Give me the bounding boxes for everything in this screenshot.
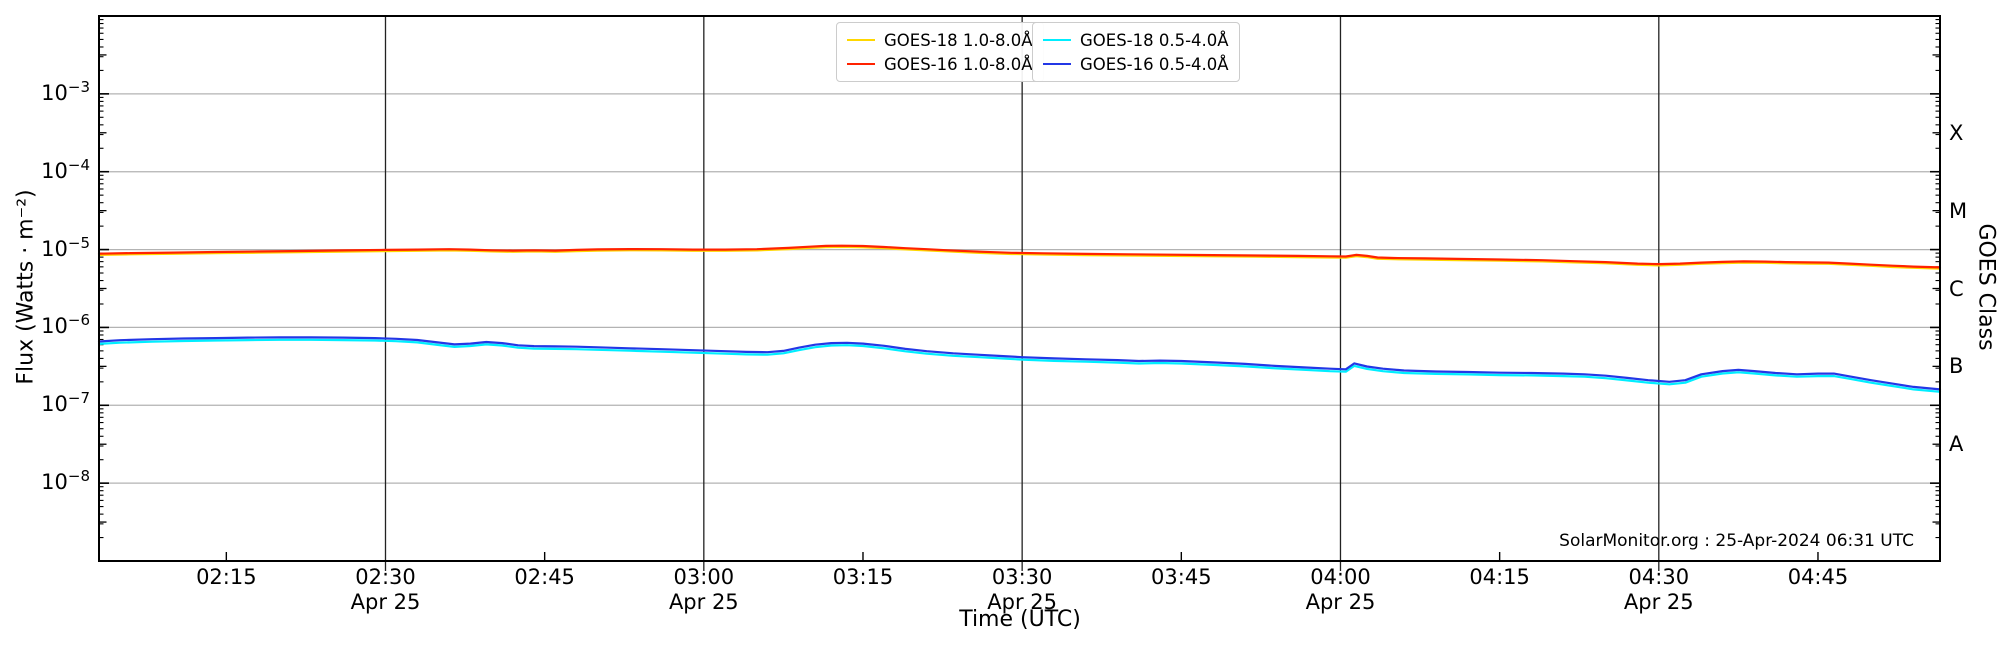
y-tick-label: 10−7	[41, 389, 90, 417]
legend-item: GOES-16 0.5-4.0Å	[1043, 52, 1229, 76]
legend-line-swatch	[1043, 39, 1071, 41]
x-date-label: Apr 25	[1305, 590, 1376, 614]
legend-line-swatch	[1043, 63, 1071, 65]
x-tick-label: 03:00	[673, 565, 735, 589]
series-line-goes18-short	[97, 338, 1942, 393]
legend-label: GOES-16 1.0-8.0Å	[884, 54, 1033, 74]
legend-line-swatch	[847, 39, 875, 41]
legend-box-2: GOES-18 0.5-4.0Å GOES-16 0.5-4.0Å	[1032, 22, 1240, 82]
x-date-label: Apr 25	[350, 590, 421, 614]
x-tick-label: 03:45	[1151, 565, 1212, 589]
x-tick-label: 02:30	[355, 565, 416, 589]
y-tick-label: 10−6	[41, 311, 90, 339]
legend-label: GOES-18 0.5-4.0Å	[1080, 30, 1229, 50]
goes-class-label-a: A	[1949, 432, 1964, 457]
x-tick-label: 02:15	[196, 565, 257, 589]
x-tick-label: 03:15	[832, 565, 894, 589]
x-axis-title: Time (UTC)	[959, 607, 1081, 632]
y-tick-label: 10−3	[41, 77, 90, 105]
legend-line-swatch	[847, 63, 875, 65]
series-line-goes16-short	[97, 336, 1942, 391]
series-line-goes18-long	[97, 245, 1942, 270]
x-tick-label: 03:30	[991, 565, 1053, 589]
y-axis-title: Flux (Watts · m⁻²)	[13, 189, 39, 385]
y-tick-label: 10−4	[41, 155, 90, 183]
plot-border	[98, 15, 1941, 562]
legend-label: GOES-16 0.5-4.0Å	[1080, 54, 1229, 74]
legend-item: GOES-18 0.5-4.0Å	[1043, 28, 1229, 52]
goes-class-label-m: M	[1949, 198, 1968, 223]
right-axis-title: GOES Class	[1973, 223, 1999, 351]
legend-box-1: GOES-18 1.0-8.0Å GOES-16 1.0-8.0Å	[836, 22, 1044, 82]
solarmonitor-timestamp: SolarMonitor.org : 25-Apr-2024 06:31 UTC	[1559, 531, 1914, 551]
y-tick-label: 10−5	[41, 233, 90, 261]
x-tick-label: 04:00	[1310, 565, 1371, 589]
x-tick-label: 04:45	[1787, 565, 1849, 589]
series-line-goes16-long	[97, 244, 1942, 269]
x-tick-label: 04:30	[1628, 565, 1690, 589]
goes-class-label-c: C	[1949, 276, 1964, 301]
legend-label: GOES-18 1.0-8.0Å	[884, 30, 1033, 50]
goes-class-label-x: X	[1949, 120, 1964, 145]
x-tick-label: 04:15	[1469, 565, 1530, 589]
x-tick-label: 02:45	[514, 565, 575, 589]
legend-item: GOES-18 1.0-8.0Å	[847, 28, 1033, 52]
x-date-label: Apr 25	[1623, 590, 1694, 614]
x-date-label: Apr 25	[987, 590, 1058, 614]
legend-item: GOES-16 1.0-8.0Å	[847, 52, 1033, 76]
y-tick-label: 10−8	[41, 467, 90, 495]
x-date-label: Apr 25	[668, 590, 739, 614]
goes-class-label-b: B	[1949, 354, 1964, 379]
